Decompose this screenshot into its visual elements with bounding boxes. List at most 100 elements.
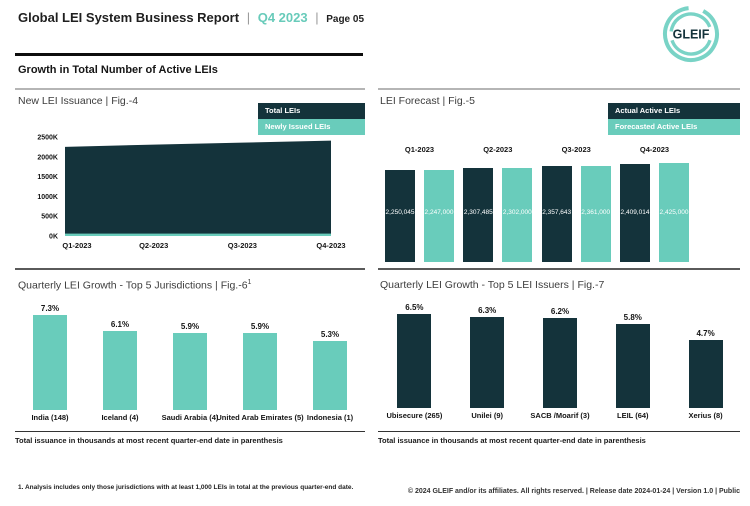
bar (33, 315, 67, 410)
fig7-title: Quarterly LEI Growth - Top 5 LEI Issuers… (380, 279, 605, 291)
bar (173, 333, 207, 410)
footnote: 1. Analysis includes only those jurisdic… (18, 484, 354, 491)
report-period: Q4 2023 (257, 10, 308, 25)
group-label: Q2-2023 (483, 145, 513, 154)
panel-border (378, 88, 740, 90)
group-label: Q1-2023 (404, 145, 435, 154)
bar-actual-active-leis: 2,357,643 (541, 165, 572, 262)
fig6-title-text: Quarterly LEI Growth - Top 5 Jurisdictio… (18, 279, 248, 292)
category-label: Xerius (8) (688, 411, 723, 420)
bar-value-label: 2,247,000 (424, 209, 454, 216)
bar (470, 316, 505, 408)
panel-border (15, 88, 365, 90)
bar-percent-label: 6.5% (405, 303, 424, 312)
bar-percent-label: 4.7% (696, 329, 715, 339)
y-axis-tick-label: 2500K (37, 135, 58, 142)
legend-item: Forecasted Active LEIs (608, 119, 740, 135)
fig4-legend: Total LEIs Newly Issued LEIs (258, 103, 365, 135)
bar-value-label: 2,425,000 (659, 209, 689, 216)
legend-item: Total LEIs (258, 103, 365, 119)
fig4-title: New LEI Issuance | Fig.-4 (18, 95, 139, 107)
bar-actual-active-leis: 2,307,485 (463, 167, 494, 262)
y-axis-tick-label: 500K (41, 214, 58, 221)
category-label: Saudi Arabia (4) (161, 413, 219, 422)
page-number: Page 05 (326, 14, 365, 25)
fig5-bar-chart: Q1-2023 2,250,045 2,247,000 Q2-2023 2,307,48… (378, 140, 740, 262)
bar-actual-active-leis: 2,409,014 (620, 163, 650, 262)
bar-percent-label: 7.3% (40, 304, 60, 313)
bar (615, 324, 650, 408)
group-label: Q3-2023 (561, 145, 591, 154)
bar-percent-label: 5.9% (180, 322, 200, 332)
bar-forecasted-active-leis: 2,302,000 (502, 168, 533, 262)
bar-forecasted-active-leis: 2,247,000 (424, 170, 454, 262)
section-title: Growth in Total Number of Active LEIs (18, 64, 218, 76)
y-axis-tick-label: 0K (49, 234, 58, 241)
bar-value-label: 2,361,000 (581, 209, 611, 216)
bar-percent-label: 6.3% (478, 305, 497, 315)
bar-forecasted-active-leis: 2,425,000 (659, 163, 689, 262)
x-axis-tick-label: Q1-2023 (62, 241, 91, 250)
bar (543, 318, 577, 408)
divider-line (378, 268, 740, 270)
bar-actual-active-leis: 2,250,045 (385, 170, 415, 262)
category-label: India (148) (31, 413, 69, 422)
area-series-newly-issued-leis (65, 233, 331, 236)
fig7-note: Total issuance in thousands at most rece… (378, 436, 646, 445)
bar (688, 340, 723, 408)
header-separator: | (315, 10, 319, 25)
y-axis-tick-label: 1500K (37, 174, 58, 181)
header-separator: | (246, 10, 251, 25)
category-label: Iceland (4) (101, 413, 139, 422)
group-label: Q4-2023 (639, 145, 670, 154)
category-label: Unilei (9) (471, 411, 504, 420)
bar-value-label: 2,302,000 (502, 209, 532, 216)
fig6-bar-chart: 7.3% India (148) 6.1% Iceland (4) 5.9% Saudi … (15, 298, 365, 432)
fig5-legend: Actual Active LEIs Forecasted Active LEIs (608, 103, 740, 135)
fig6-note: Total issuance in thousands at most rece… (15, 436, 283, 445)
bar-percent-label: 5.3% (320, 330, 340, 340)
bar-percent-label: 5.9% (250, 322, 270, 332)
bar (103, 330, 137, 410)
x-axis-tick-label: Q4-2023 (316, 241, 345, 250)
bar (397, 314, 432, 408)
note-line (15, 431, 365, 432)
copyright: © 2024 GLEIF and/or its affiliates. All … (407, 488, 740, 495)
bar-value-label: 2,409,014 (620, 209, 650, 216)
x-axis-tick-label: Q2-2023 (139, 241, 168, 250)
category-label: United Arab Emirates (5) (216, 413, 304, 422)
header-rule (15, 53, 363, 56)
category-label: Ubisecure (265) (386, 411, 443, 420)
bar-percent-label: 5.8% (623, 313, 642, 323)
gleif-logo: GLEIF (660, 4, 722, 64)
bar-value-label: 2,250,045 (385, 209, 415, 216)
category-label: SACB /Moarif (3) (530, 411, 590, 420)
bar-value-label: 2,307,485 (463, 209, 493, 216)
y-axis-tick-label: 2000K (37, 154, 58, 161)
bar-value-label: 2,357,643 (542, 209, 572, 216)
fig7-bar-chart: 6.5% Ubisecure (265) 6.3% Unilei (9) 6.2% SAC… (378, 298, 742, 432)
bar-percent-label: 6.1% (110, 319, 130, 329)
gleif-logo-rings: GLEIF (663, 6, 719, 62)
fig6-title: Quarterly LEI Growth - Top 5 Jurisdictio… (18, 279, 251, 292)
category-label: Indonesia (1) (306, 413, 354, 422)
gleif-logo-text: GLEIF (673, 28, 710, 42)
bar-percent-label: 6.2% (550, 307, 570, 317)
bar (313, 341, 347, 410)
report-title: Global LEI System Business Report (18, 10, 240, 25)
fig5-title: LEI Forecast | Fig.-5 (380, 95, 475, 107)
category-label: LEIL (64) (617, 411, 649, 420)
fig4-area-chart: 2500K 2000K 1500K 1000K 500K 0K Q1-2023 Q2-2023… (37, 135, 345, 251)
bar (243, 333, 277, 410)
y-axis-tick-label: 1000K (37, 194, 58, 201)
legend-item: Newly Issued LEIs (258, 119, 365, 135)
legend-item: Actual Active LEIs (608, 103, 740, 119)
area-series-total-leis (65, 140, 331, 236)
bar-forecasted-active-leis: 2,361,000 (580, 165, 611, 262)
fig6-title-superscript: 1 (247, 279, 252, 286)
divider-line (15, 268, 365, 270)
x-axis-tick-label: Q3-2023 (228, 241, 257, 250)
note-line (378, 431, 740, 432)
report-header: Global LEI System Business Report | Q4 2… (18, 10, 364, 25)
